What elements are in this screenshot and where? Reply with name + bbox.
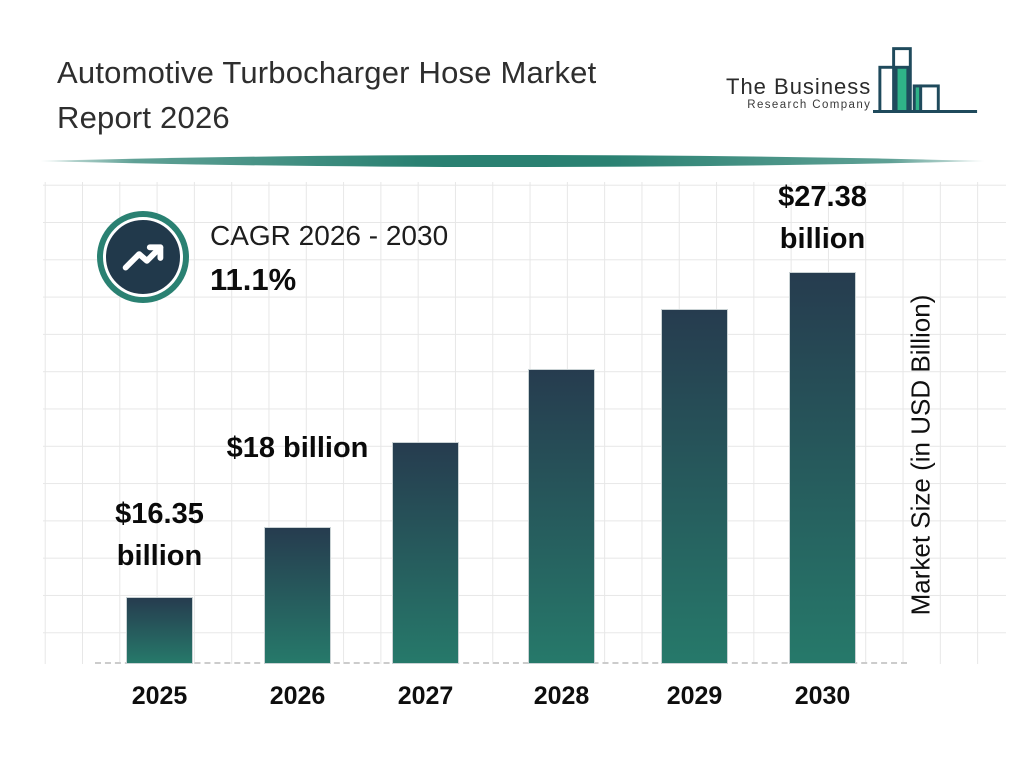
y-axis-label: Market Size (in USD Billion): [905, 294, 936, 616]
bar-2026: [264, 527, 331, 664]
value-label-2030: $27.38 billion: [778, 181, 867, 255]
company-logo-text: The Business Research Company: [726, 75, 871, 112]
company-logo: The Business Research Company: [726, 38, 982, 122]
bar-2025: [126, 597, 193, 664]
cagr-period-label: CAGR 2026 - 2030: [210, 220, 449, 251]
company-subname: Research Company: [747, 99, 872, 111]
value-label-2025: $16.35 billion: [115, 498, 204, 572]
bar-2030: [789, 272, 856, 664]
cagr-value: 11.1%: [210, 262, 297, 297]
trending-up-icon: [97, 211, 189, 303]
bar-2028: [528, 369, 595, 664]
divider-swoosh: [40, 155, 985, 167]
company-name: The Business: [726, 74, 872, 99]
trend-arrow-glyph: [122, 244, 164, 271]
trending-up-icon-inner: [103, 217, 183, 297]
x-axis-tick-2027: 2027: [397, 682, 454, 710]
bar-chart-logo-icon: [873, 47, 978, 113]
value-label-2026: $18 billion: [226, 432, 369, 464]
x-axis-tick-2025: 2025: [131, 682, 188, 710]
bar-2027: [392, 442, 459, 664]
x-axis-tick-2029: 2029: [666, 682, 723, 710]
x-axis-dashed-baseline: [95, 662, 907, 664]
x-axis-tick-2030: 2030: [794, 682, 851, 710]
x-axis-tick-2026: 2026: [269, 682, 326, 710]
bar-2029: [661, 309, 728, 664]
page-title-line2: Report 2026: [57, 100, 230, 135]
page-title: Automotive Turbocharger Hose Market Repo…: [57, 50, 596, 140]
x-axis-tick-2028: 2028: [533, 682, 590, 710]
page-title-line1: Automotive Turbocharger Hose Market: [57, 55, 597, 90]
